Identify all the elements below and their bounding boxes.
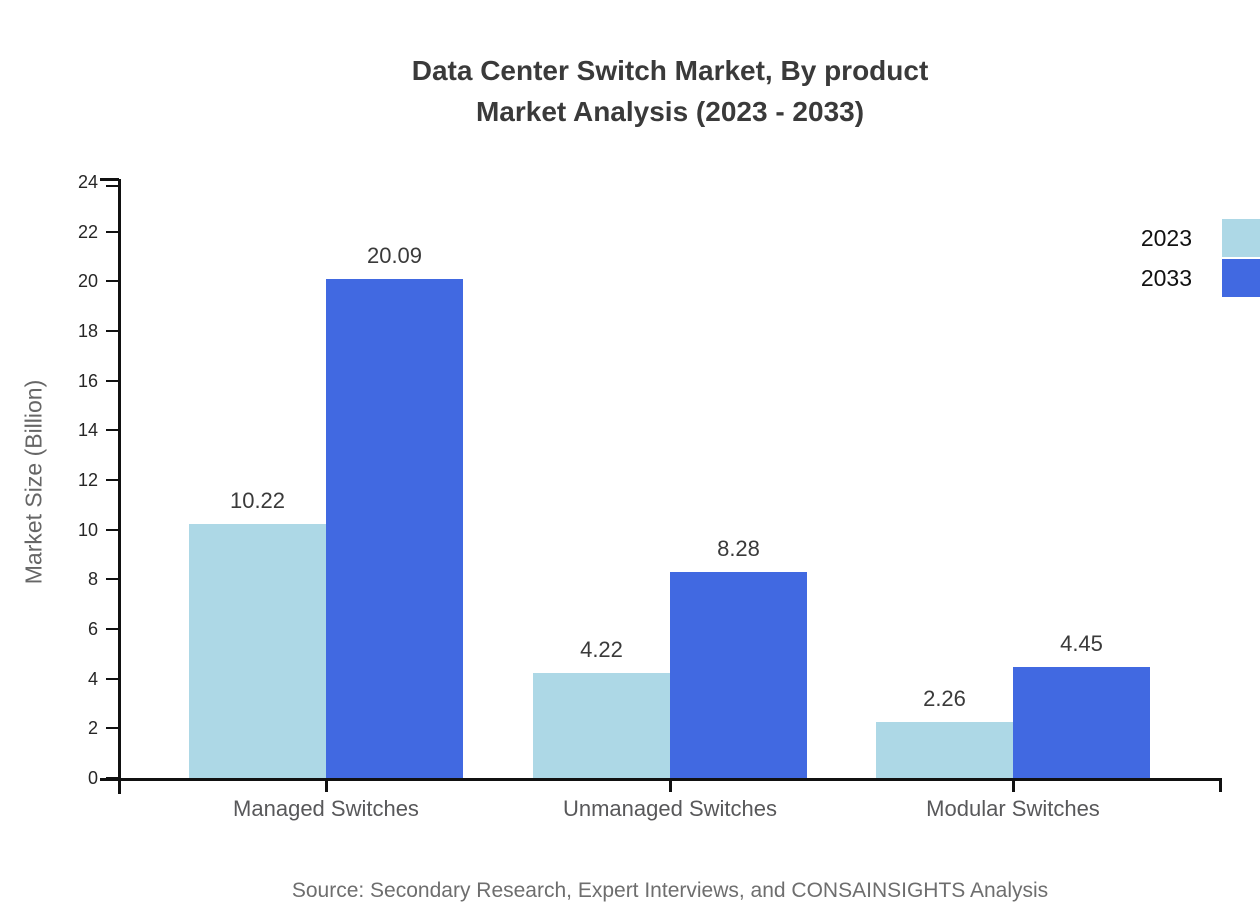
category-label: Unmanaged Switches xyxy=(562,796,777,821)
bar-value-label: 10.22 xyxy=(229,488,286,514)
bar-2033-1 xyxy=(670,572,807,778)
chart-title-line2: Market Analysis (2023 - 2033) xyxy=(475,96,865,127)
bar-value-label: 4.45 xyxy=(1060,631,1103,657)
y-axis-line xyxy=(118,179,121,794)
y-tick xyxy=(106,379,119,382)
y-tick xyxy=(106,628,119,630)
category-label: Managed Switches xyxy=(233,796,419,821)
bar-value-label: 8.28 xyxy=(717,536,760,562)
y-tick-label: 4 xyxy=(87,668,98,689)
legend-label: 2033 xyxy=(1140,265,1192,291)
y-tick-label: 8 xyxy=(87,569,98,590)
y-tick xyxy=(106,727,119,730)
bar-2023-2 xyxy=(876,721,1013,778)
x-tick xyxy=(669,781,672,792)
bar-2033-0 xyxy=(326,279,463,778)
x-axis-end-tick xyxy=(1219,781,1222,792)
legend-label: 2023 xyxy=(1140,225,1192,251)
chart-title-line1: Data Center Switch Market, By product xyxy=(411,55,929,86)
bar-value-label: 20.09 xyxy=(366,243,423,269)
legend-swatch-2023 xyxy=(1222,219,1260,257)
y-tick-label: 6 xyxy=(87,619,98,639)
y-tick-label: 12 xyxy=(77,470,98,490)
bar-2023-1 xyxy=(533,673,670,778)
y-tick xyxy=(106,777,119,779)
y-tick-label: 10 xyxy=(77,519,98,540)
y-tick xyxy=(106,528,119,531)
y-tick xyxy=(100,178,119,181)
y-tick-label: 2 xyxy=(87,718,98,739)
bar-value-label: 4.22 xyxy=(580,637,623,663)
y-tick xyxy=(106,677,119,680)
y-tick xyxy=(106,578,119,581)
y-tick-label: 24 xyxy=(77,172,98,192)
y-tick-label: 16 xyxy=(77,370,98,391)
y-tick-label: 18 xyxy=(77,321,98,341)
bar-value-label: 2.26 xyxy=(923,685,966,711)
x-tick xyxy=(325,781,328,792)
y-tick-label: 20 xyxy=(77,271,98,292)
y-tick xyxy=(106,280,119,283)
y-tick-label: 14 xyxy=(77,420,98,441)
y-tick xyxy=(106,429,119,432)
source-note: Source: Secondary Research, Expert Inter… xyxy=(291,879,1049,902)
y-tick-label: 0 xyxy=(87,768,98,788)
y-tick xyxy=(106,330,119,332)
legend-swatch-2033 xyxy=(1222,259,1260,297)
bar-2023-0 xyxy=(189,524,326,778)
y-tick-label: 22 xyxy=(77,221,98,242)
chart-title: Data Center Switch Market, By product Ma… xyxy=(80,50,1260,132)
y-tick xyxy=(106,230,119,233)
bar-2033-2 xyxy=(1013,667,1150,778)
y-tick xyxy=(106,479,119,481)
category-label: Modular Switches xyxy=(926,796,1100,821)
x-tick xyxy=(1012,781,1015,792)
x-axis-line xyxy=(100,778,1222,781)
y-tick xyxy=(106,185,119,187)
